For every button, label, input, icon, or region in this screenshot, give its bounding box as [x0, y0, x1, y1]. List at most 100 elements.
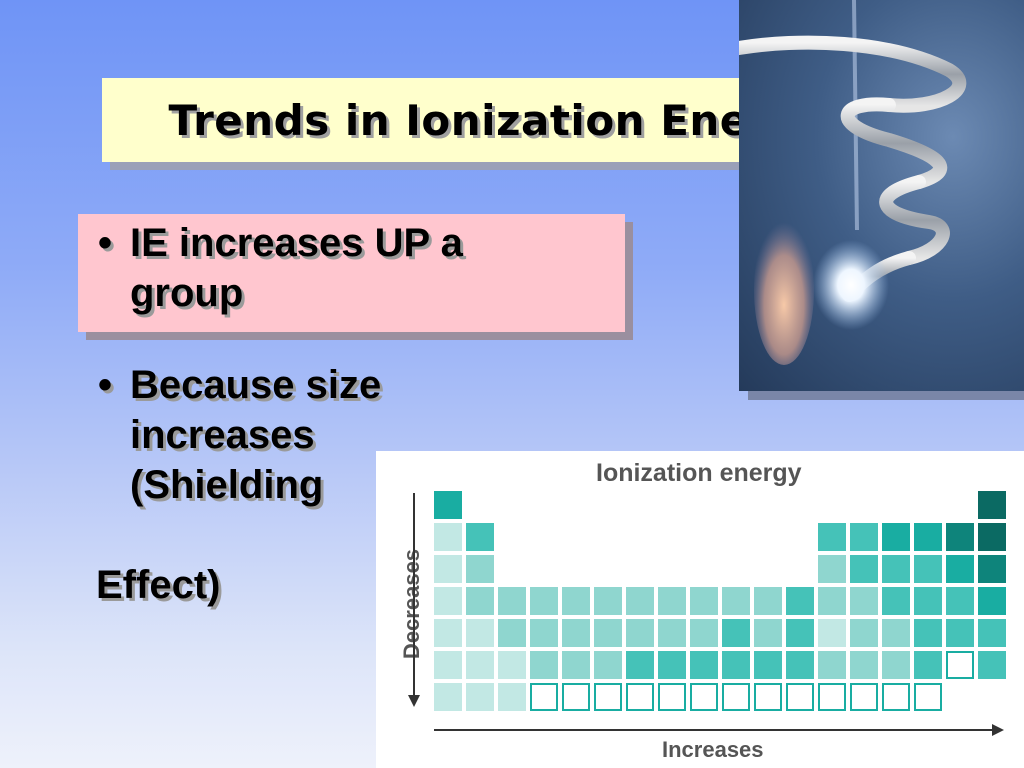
element-cell [786, 587, 814, 615]
element-cell [434, 523, 462, 551]
element-cell [850, 523, 878, 551]
element-cell [818, 523, 846, 551]
element-cell [722, 587, 750, 615]
horizontal-axis-label: Increases [662, 737, 764, 762]
flame-coil-photo [739, 0, 1024, 391]
element-cell [946, 587, 974, 615]
element-cell-empty [626, 683, 654, 711]
element-cell [530, 587, 558, 615]
element-cell [818, 555, 846, 583]
element-cell [498, 683, 526, 711]
element-cell [690, 619, 718, 647]
flame-coil-image [739, 0, 967, 365]
element-cell [562, 651, 590, 679]
down-arrow-icon [408, 493, 420, 707]
highlight-box [78, 214, 625, 332]
element-cell [498, 587, 526, 615]
element-cell [946, 523, 974, 551]
element-cell-empty [850, 683, 878, 711]
element-cell [786, 619, 814, 647]
element-cell [722, 619, 750, 647]
element-cell [530, 651, 558, 679]
element-cell-empty [722, 683, 750, 711]
element-cell [658, 587, 686, 615]
element-cell [466, 619, 494, 647]
element-cell [722, 651, 750, 679]
bullet-ie-increases: • IE increases UP a group [98, 218, 463, 318]
element-cell [754, 651, 782, 679]
element-cell-empty [946, 651, 974, 679]
bullet-continuation: Effect) [96, 560, 220, 610]
element-cell [786, 651, 814, 679]
element-cell [882, 587, 910, 615]
element-cell [690, 651, 718, 679]
element-cell [434, 683, 462, 711]
element-cell [466, 651, 494, 679]
element-cell [658, 619, 686, 647]
element-cell [594, 619, 622, 647]
orange-flame-icon [754, 215, 814, 365]
element-cell [466, 587, 494, 615]
element-cell [882, 523, 910, 551]
element-cell [850, 587, 878, 615]
element-cell [850, 619, 878, 647]
bullet-line: group [130, 271, 244, 315]
element-cell [594, 587, 622, 615]
periodic-table-grid [408, 491, 1006, 736]
element-cell-empty [690, 683, 718, 711]
white-glow-icon [813, 240, 889, 330]
element-cell [626, 587, 654, 615]
element-cell [978, 587, 1006, 615]
element-cell [914, 651, 942, 679]
bullet-line: increases [130, 413, 315, 457]
element-cell [850, 555, 878, 583]
element-cell [978, 651, 1006, 679]
element-cell [466, 523, 494, 551]
element-cell [818, 619, 846, 647]
element-cell [754, 587, 782, 615]
element-cell [850, 651, 878, 679]
element-cell [498, 619, 526, 647]
element-cell [498, 651, 526, 679]
element-cell-empty [818, 683, 846, 711]
element-cell [434, 555, 462, 583]
element-cell [658, 651, 686, 679]
element-cell [626, 651, 654, 679]
element-cell [818, 651, 846, 679]
element-cell [946, 555, 974, 583]
element-cell-empty [914, 683, 942, 711]
element-cell-empty [786, 683, 814, 711]
bullet-line: IE increases UP a [130, 221, 463, 265]
element-cell [914, 619, 942, 647]
element-cell [914, 587, 942, 615]
bullet-marker: • [98, 221, 113, 265]
element-cell [978, 555, 1006, 583]
element-cell [818, 587, 846, 615]
element-cell [690, 587, 718, 615]
right-arrow-icon [434, 724, 1004, 736]
bullet-marker: • [98, 363, 113, 407]
element-cell-empty [882, 683, 910, 711]
element-cell [882, 555, 910, 583]
element-cell [434, 619, 462, 647]
element-cell [914, 555, 942, 583]
bullet-line: Because size [130, 363, 382, 407]
bullet-size-increases: • Because size increases (Shielding [98, 360, 381, 510]
element-cell [562, 619, 590, 647]
bullet-line: Effect) [96, 563, 221, 607]
element-cell-empty [658, 683, 686, 711]
element-cell [466, 555, 494, 583]
element-cell [434, 651, 462, 679]
bullet-line: (Shielding [130, 463, 324, 507]
element-cell-empty [594, 683, 622, 711]
element-cell [434, 491, 462, 519]
element-cell [882, 651, 910, 679]
figure-title: Ionization energy [596, 459, 802, 487]
element-cell [978, 491, 1006, 519]
element-cell-empty [562, 683, 590, 711]
element-cell [626, 619, 654, 647]
element-cell [946, 619, 974, 647]
element-cell [530, 619, 558, 647]
element-cell-empty [530, 683, 558, 711]
element-cell [978, 523, 1006, 551]
